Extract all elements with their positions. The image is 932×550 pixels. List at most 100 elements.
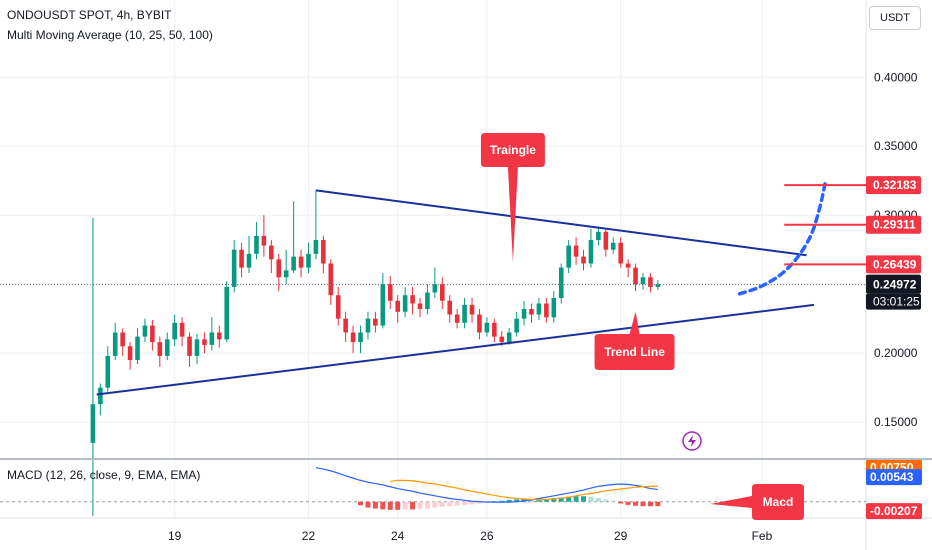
candle-body	[150, 325, 155, 343]
signal-line	[390, 479, 658, 501]
macd-histogram-bar	[595, 498, 601, 502]
candle-body	[298, 256, 304, 268]
x-tick-label: 26	[480, 529, 494, 543]
candle-body	[551, 297, 557, 318]
triangle-callout[interactable]: Traingle	[480, 133, 545, 263]
candle-body	[209, 332, 215, 345]
macd-histogram-bar	[528, 499, 534, 502]
macd-histogram-bar	[454, 501, 460, 506]
x-tick-label: 24	[391, 529, 405, 543]
candle-body	[581, 256, 586, 264]
triangle-upper-line	[315, 189, 807, 257]
candle-body	[380, 284, 386, 326]
candle-body	[544, 303, 549, 318]
target-label-bg	[866, 176, 921, 195]
macd-histogram-bar	[439, 501, 445, 507]
trendline-callout[interactable]: Trend Line	[594, 311, 675, 370]
macd-histogram-bar	[387, 501, 393, 510]
candle-body	[648, 277, 653, 287]
symbol-title: ONDOUSDT SPOT, 4h, BYBIT	[7, 8, 172, 22]
macd-histogram-bar	[506, 499, 512, 502]
macd-histogram-bar	[551, 498, 557, 502]
candle-body	[164, 339, 170, 356]
indicator-title[interactable]: Multi Moving Average (10, 25, 50, 100)	[7, 28, 213, 42]
projection-path	[737, 181, 827, 296]
candle-body	[321, 240, 326, 264]
macd-histogram-bar	[603, 499, 609, 502]
candle-body	[127, 346, 133, 361]
currency-button[interactable]: USDT	[869, 6, 921, 30]
candle-body	[216, 332, 222, 340]
macd-value-bg	[866, 469, 922, 486]
callout-shape	[480, 133, 545, 263]
candle-body	[536, 303, 542, 315]
candle-body	[477, 314, 482, 333]
candle-body	[439, 284, 445, 301]
candle-body	[521, 309, 527, 319]
candle-body	[573, 245, 579, 257]
callout-label: Traingle	[490, 143, 536, 157]
macd-histogram-bar	[365, 501, 371, 508]
candle-body	[499, 336, 505, 343]
candle-body	[246, 253, 252, 268]
x-tick-label: 22	[302, 529, 316, 543]
callout-shape	[710, 484, 804, 520]
candle-body	[410, 295, 415, 304]
macd-histogram-bar	[536, 499, 542, 502]
candle-body	[269, 245, 274, 260]
candle-body	[157, 342, 163, 356]
candle-body	[231, 249, 237, 287]
candle-body	[618, 242, 623, 264]
candle-body	[447, 300, 453, 315]
candle-body	[202, 339, 207, 345]
y-tick-label: 0.35000	[874, 139, 918, 153]
macd-histogram-bar	[358, 501, 364, 506]
candle-body	[112, 332, 118, 356]
candle-body	[172, 322, 177, 340]
x-tick-label: 19	[168, 529, 182, 543]
candle-body	[254, 235, 259, 254]
candle-body	[90, 404, 96, 443]
macd-histogram-bar	[640, 501, 646, 507]
macd-histogram-bar	[514, 499, 520, 502]
candle-body	[566, 245, 571, 268]
candle-body	[395, 300, 400, 312]
macd-histogram-bar	[447, 501, 453, 507]
lightning-ring	[682, 431, 702, 451]
lightning-icon[interactable]	[682, 431, 702, 451]
candle-body	[454, 314, 460, 323]
macd-histogram-bar	[581, 496, 587, 502]
pane-separator[interactable]	[0, 458, 932, 460]
macd-histogram-bar	[372, 501, 378, 509]
macd-histogram-bar	[469, 501, 475, 505]
candle-body	[239, 249, 244, 268]
macd-histogram-bar	[573, 496, 579, 502]
callout-shape	[594, 311, 675, 370]
candle-body	[462, 304, 467, 323]
macd-histogram-bar	[432, 501, 438, 508]
target-price-label: 0.29311	[873, 218, 916, 232]
candle-body	[514, 318, 519, 333]
countdown-label: 03:01:25	[873, 295, 920, 309]
macd-title[interactable]: MACD (12, 26, close, 9, EMA, EMA)	[7, 468, 201, 482]
countdown-bg	[866, 293, 921, 310]
candle-body	[142, 325, 148, 337]
target-price-label: 0.32183	[873, 178, 917, 192]
candle-body	[633, 267, 638, 285]
candle-body	[373, 318, 378, 326]
macd-histogram-bar	[647, 501, 653, 507]
macd-value-label: 0.00543	[870, 470, 914, 484]
candle-body	[194, 339, 200, 356]
candle-body	[529, 309, 534, 315]
candle-body	[610, 242, 616, 250]
candle-body	[105, 355, 111, 388]
candle-body	[306, 253, 311, 268]
candle-body	[350, 332, 356, 343]
candle-body	[603, 231, 609, 250]
candle-body	[224, 286, 230, 340]
macd-line	[315, 467, 658, 503]
macd-value-bg	[866, 503, 922, 520]
macd-callout[interactable]: Macd	[710, 484, 804, 520]
candle-body	[343, 318, 348, 333]
